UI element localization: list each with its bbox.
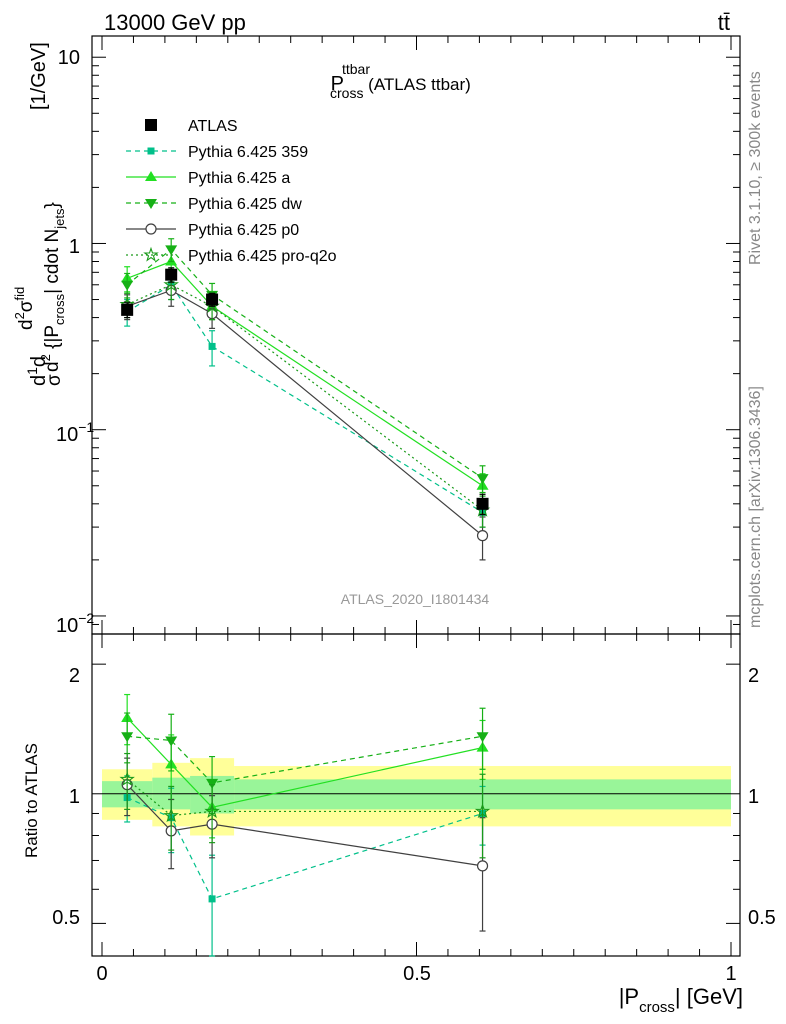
series-line-pythia_p0 <box>126 289 483 537</box>
xtick-0.5: 0.5 <box>403 963 431 985</box>
point-pythia_dw <box>165 736 178 747</box>
lower-ytick-1-left: 1 <box>69 786 80 808</box>
legend-entry-pythia_dw: Pythia 6.425 dw <box>126 196 302 213</box>
lower-ytick-2-left: 2 <box>69 665 80 687</box>
point-pythia_proq2o <box>119 771 135 786</box>
point-pythia_proq2o <box>163 807 179 823</box>
x-axis-ticks <box>101 36 732 956</box>
series-line-pythia_dw <box>126 248 483 479</box>
xtick-0: 0 <box>96 963 107 985</box>
plot-title-sub: cross <box>330 85 363 101</box>
point-pythia_proq2o <box>204 803 220 819</box>
legend-marker-pythia_proq2o <box>143 246 159 262</box>
series-line-pythia_a <box>126 260 483 487</box>
point-data <box>121 303 134 316</box>
series-line-pythia_proq2o <box>126 284 483 511</box>
point-pythia_dw <box>121 280 134 291</box>
point-pythia_proq2o <box>474 803 491 819</box>
legend-entry-pythia_p0: Pythia 6.425 p0 <box>126 222 299 239</box>
point-pythia_dw <box>476 474 489 485</box>
point-data <box>206 293 219 306</box>
legend-marker-pythia_359 <box>147 147 155 155</box>
lower-ytick-0.5-left: 0.5 <box>52 907 80 929</box>
legend-label-pythia_dw: Pythia 6.425 dw <box>188 196 302 213</box>
upper-ytick-10: 10 <box>58 47 80 69</box>
plot-title: Pttbar cross (ATLAS ttbar) <box>330 61 471 101</box>
legend-entry-pythia_proq2o: Pythia 6.425 pro-q2o <box>126 246 337 265</box>
xlabel: |Pcross| [GeV] <box>619 984 743 1016</box>
series-line-pythia_359 <box>126 283 483 513</box>
series-data <box>121 267 489 516</box>
series-pythia_359 <box>123 271 487 528</box>
legend-label-pythia_359: Pythia 6.425 359 <box>188 144 308 161</box>
svg-text:σ: σ <box>44 374 65 386</box>
legend-entry-pythia_a: Pythia 6.425 a <box>126 170 290 187</box>
legend-label-data: ATLAS <box>188 118 238 135</box>
legend: ATLAS Pythia 6.425 359 Pythia 6.425 a Pythi… <box>126 118 337 265</box>
legend-marker-pythia_a <box>145 171 157 181</box>
legend-marker-data <box>145 119 157 131</box>
series-line-pythia_359 <box>126 797 483 900</box>
legend-marker-pythia_dw <box>145 199 157 209</box>
series-line-pythia_p0 <box>126 784 483 867</box>
series-pythia_proq2o <box>119 271 491 528</box>
legend-marker-pythia_p0 <box>145 223 157 235</box>
point-pythia_dw <box>165 245 178 256</box>
upper-ytick-1: 1 <box>69 236 80 258</box>
svg-text:d2 {|Pcross| cdot Njets}: d2 {|Pcross| cdot Njets} <box>38 202 67 372</box>
upper-ylabel: [1/GeV] d1d d2σfid d2 {|Pcross| cdot Nje… <box>12 42 67 386</box>
legend-label-pythia_proq2o: Pythia 6.425 pro-q2o <box>188 248 337 265</box>
upper-series <box>119 238 491 561</box>
series-pythia_p0 <box>121 276 489 561</box>
plot-title-sup: ttbar <box>342 61 370 77</box>
point-pythia_359 <box>208 895 216 903</box>
upper-ytick-0.1: 10−1 <box>56 419 94 446</box>
rivet-label: Rivet 3.1.10, ≥ 300k events <box>747 71 764 265</box>
point-data <box>165 268 178 281</box>
upper-ylabel-frac: d1d <box>24 356 50 386</box>
series-pythia_proq2o <box>119 752 491 859</box>
point-pythia_proq2o <box>163 276 179 292</box>
upper-axis-ticks <box>92 56 740 635</box>
process-label: tt̄ <box>718 10 730 35</box>
point-data <box>476 497 489 510</box>
plot-title-main: P <box>331 73 344 95</box>
series-pythia_a <box>121 249 489 501</box>
upper-ylabel-unit: [1/GeV] <box>28 42 50 110</box>
svg-text:d2σfid: d2σfid <box>12 287 37 330</box>
point-pythia_dw <box>206 778 219 789</box>
legend-label-pythia_a: Pythia 6.425 a <box>188 170 290 187</box>
point-pythia_dw <box>476 732 489 743</box>
lower-ytick-0.5-right: 0.5 <box>748 907 776 929</box>
analysis-id: ATLAS_2020_I1801434 <box>341 591 490 607</box>
lower-ytick-2-right: 2 <box>748 665 759 687</box>
lower-ylabel: Ratio to ATLAS <box>22 743 41 858</box>
energy-label: 13000 GeV pp <box>104 10 246 35</box>
point-pythia_p0 <box>476 860 489 872</box>
legend-entry-pythia_359: Pythia 6.425 359 <box>126 144 308 161</box>
point-pythia_359 <box>208 342 216 350</box>
point-pythia_p0 <box>476 530 489 542</box>
lower-ytick-1-right: 1 <box>748 786 759 808</box>
xtick-1: 1 <box>725 963 736 985</box>
series-line-pythia_a <box>126 717 483 809</box>
ratio-bands <box>102 758 731 836</box>
ratio-series <box>119 693 491 957</box>
legend-label-pythia_p0: Pythia 6.425 p0 <box>188 222 299 239</box>
series-line-pythia_dw <box>127 735 483 784</box>
legend-entry-data: ATLAS <box>145 118 238 135</box>
plot-title-tail: (ATLAS ttbar) <box>363 75 470 94</box>
point-pythia_dw <box>121 732 134 743</box>
mcplots-label: mcplots.cern.ch [arXiv:1306.3436] <box>747 386 764 628</box>
upper-ytick-0.01: 10−2 <box>56 610 94 637</box>
